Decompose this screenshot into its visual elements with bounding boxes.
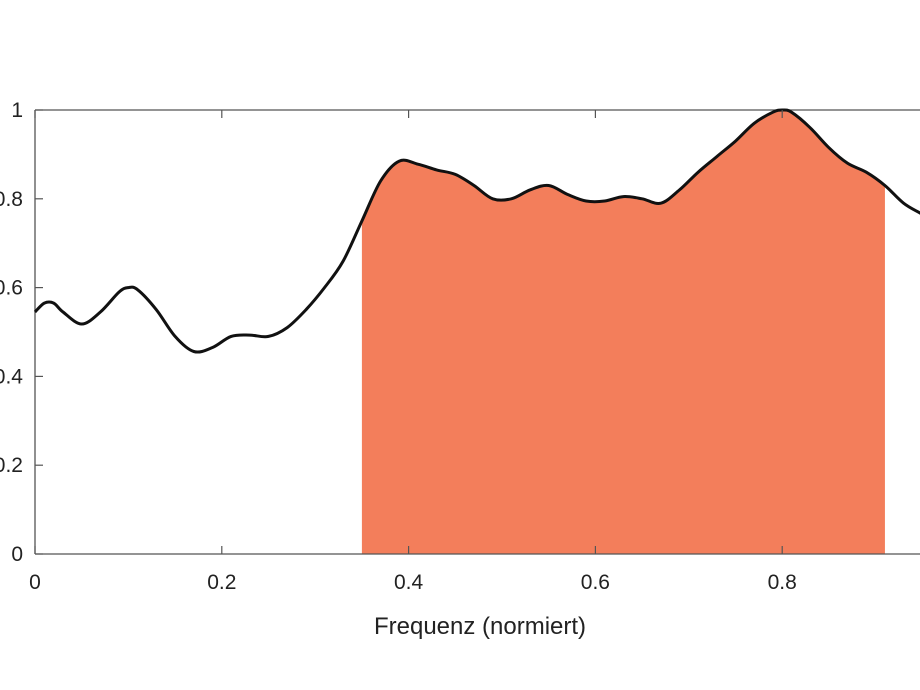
y-tick-label: 0.2 — [0, 454, 23, 477]
y-tick-label: 0 — [11, 543, 23, 566]
line-layer — [33, 108, 920, 354]
x-axis-ticks: 00.20.40.60.81 — [29, 110, 797, 594]
y-tick-label: 0.6 — [0, 277, 23, 300]
shaded-band-layer — [361, 109, 885, 554]
y-tick-label: 1 — [11, 99, 23, 122]
x-axis-title: Frequenz (normiert) — [374, 613, 586, 640]
y-tick-label: 0.8 — [0, 188, 23, 211]
x-tick-label: 0 — [29, 571, 41, 594]
axes — [34, 109, 920, 555]
x-tick-label: 0.4 — [394, 571, 424, 594]
series-line — [33, 108, 920, 354]
x-tick-label: 0.6 — [581, 571, 610, 594]
y-tick-label: 0.4 — [0, 365, 23, 388]
x-tick-label: 0.8 — [768, 571, 797, 594]
x-tick-label: 0.2 — [207, 571, 236, 594]
y-axis-ticks: 0 0.2 0.4 0.6 0.8 1 — [0, 99, 43, 566]
shaded-band — [361, 109, 885, 554]
